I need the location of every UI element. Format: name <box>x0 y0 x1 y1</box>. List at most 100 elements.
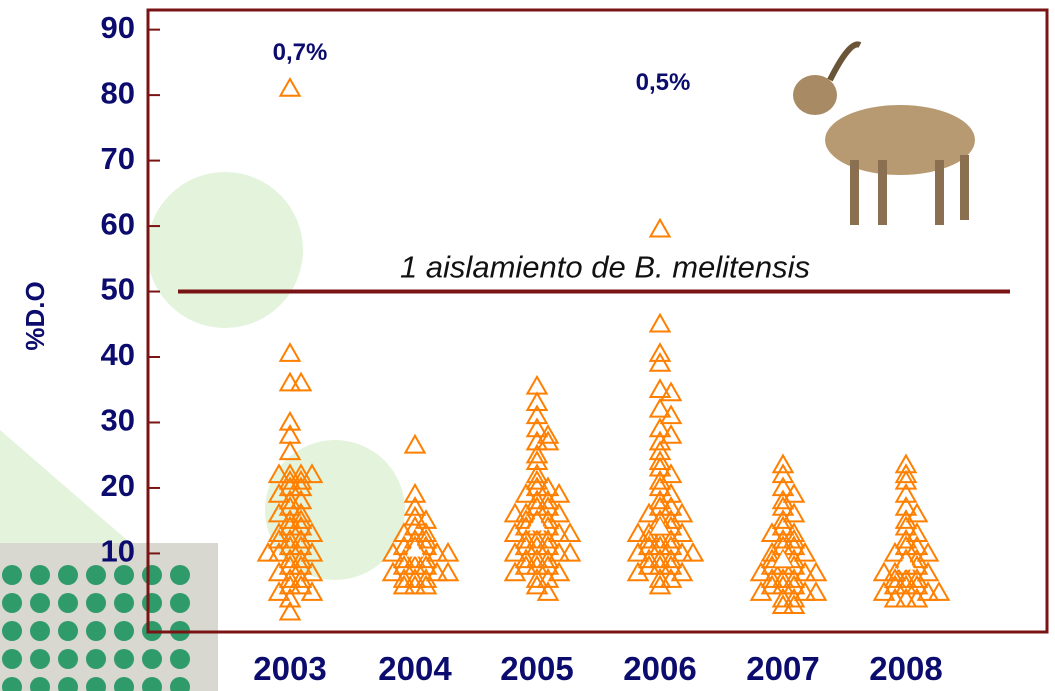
data-point <box>267 482 291 503</box>
data-point <box>278 515 302 536</box>
data-point <box>760 541 784 562</box>
goat-photo <box>793 41 975 225</box>
data-point <box>403 574 427 595</box>
data-point <box>659 528 683 549</box>
data-point <box>782 528 806 549</box>
data-point <box>278 495 302 516</box>
data-point <box>894 574 918 595</box>
data-point <box>648 450 672 470</box>
data-point <box>514 502 538 523</box>
data-point <box>300 561 324 582</box>
data-point <box>403 568 427 588</box>
y-tick-label: 20 <box>101 468 135 503</box>
data-point <box>670 522 694 542</box>
data-point <box>278 423 302 444</box>
data-point <box>536 568 560 588</box>
data-point <box>547 502 571 523</box>
data-point <box>637 535 661 556</box>
data-point <box>771 495 795 516</box>
data-point <box>278 371 302 392</box>
data-point <box>525 417 549 438</box>
data-point <box>525 450 549 470</box>
well <box>170 677 190 691</box>
y-tick-label: 90 <box>101 10 135 45</box>
data-point <box>916 581 940 601</box>
data-point <box>425 561 449 582</box>
data-point <box>392 548 416 569</box>
data-point <box>905 574 929 595</box>
data-point <box>771 463 795 484</box>
data-point <box>771 528 795 549</box>
data-point <box>278 554 302 575</box>
well <box>30 621 50 641</box>
well <box>170 649 190 669</box>
y-tick-label: 40 <box>101 337 135 372</box>
data-point <box>648 397 672 418</box>
well <box>142 565 162 585</box>
data-point <box>503 561 527 582</box>
elisa-plate-photo <box>0 543 218 691</box>
mean-marker <box>774 551 792 567</box>
data-point <box>514 528 538 549</box>
data-point <box>771 568 795 588</box>
well <box>170 593 190 613</box>
data-point <box>659 423 683 444</box>
well <box>142 649 162 669</box>
data-point <box>927 581 951 601</box>
data-point <box>525 548 549 569</box>
well <box>30 677 50 691</box>
data-point <box>547 561 571 582</box>
data-point <box>648 456 672 477</box>
data-point <box>267 541 291 562</box>
data-point <box>289 371 313 392</box>
data-point <box>558 522 582 542</box>
well <box>58 677 78 691</box>
data-point <box>403 482 427 503</box>
data-point <box>278 528 302 549</box>
y-tick-label: 60 <box>101 206 135 241</box>
data-point <box>267 581 291 601</box>
data-point <box>289 509 313 529</box>
data-point <box>278 410 302 431</box>
data-point <box>771 574 795 595</box>
data-point <box>536 554 560 575</box>
data-point <box>648 476 672 497</box>
data-point <box>414 554 438 575</box>
data-point <box>782 594 806 615</box>
data-point <box>547 522 571 542</box>
data-point <box>300 522 324 542</box>
data-point <box>648 378 672 398</box>
y-tick-label: 80 <box>101 75 135 110</box>
well <box>142 677 162 691</box>
data-point <box>300 463 324 484</box>
data-point <box>793 561 817 582</box>
data-point <box>782 535 806 556</box>
data-point <box>648 515 672 536</box>
data-point <box>905 548 929 569</box>
data-point <box>289 515 313 536</box>
well <box>2 593 22 613</box>
data-point <box>648 568 672 588</box>
data-point <box>536 476 560 497</box>
data-point <box>514 482 538 503</box>
data-point <box>547 482 571 503</box>
well <box>114 621 134 641</box>
data-point <box>503 522 527 542</box>
data-point <box>278 469 302 490</box>
data-point <box>525 554 549 575</box>
data-point <box>659 463 683 484</box>
well <box>2 677 22 691</box>
data-point <box>905 587 929 608</box>
data-point <box>514 509 538 529</box>
well <box>86 621 106 641</box>
data-point <box>771 548 795 569</box>
annotation: 0,7% <box>273 39 328 66</box>
data-point <box>894 535 918 556</box>
data-point <box>381 541 405 562</box>
data-point <box>278 568 302 588</box>
data-point <box>403 548 427 569</box>
data-point <box>278 463 302 484</box>
data-point <box>659 515 683 536</box>
well <box>2 649 22 669</box>
data-point <box>681 541 705 562</box>
